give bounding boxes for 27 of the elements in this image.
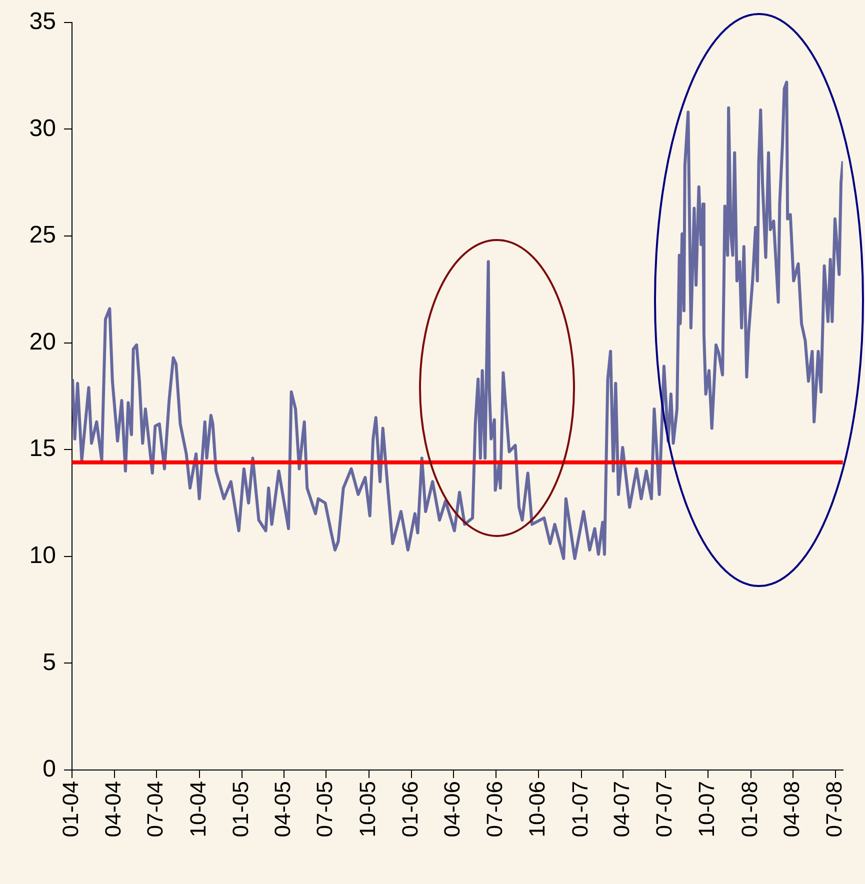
x-tick-label: 07-07 [651,781,676,838]
x-tick-label: 10-05 [354,781,380,838]
x-tick-label: 04-08 [779,781,804,838]
x-tick-label: 04-05 [270,781,295,838]
y-tick-label: 15 [29,435,56,462]
x-tick-label: 10-06 [524,781,550,838]
y-tick-label: 25 [29,222,56,249]
y-tick-label: 10 [29,542,56,570]
x-tick-label: 10-04 [185,781,210,838]
y-tick-label: 30 [29,114,56,142]
x-tick-label: 07-05 [312,781,338,838]
x-tick-label: 01-06 [398,781,423,838]
x-tick-label: 04-04 [100,781,126,838]
x-tick-label: 01-08 [736,781,762,838]
x-tick-label: 04-06 [440,781,465,838]
y-tick-label: 0 [42,756,56,783]
x-tick-label: 07-04 [142,781,168,838]
x-tick-label: 01-05 [228,781,254,838]
y-tick-label: 35 [29,8,56,36]
y-tick-label: 20 [29,328,56,356]
y-tick-label: 5 [42,648,56,676]
x-tick-label: 01-07 [567,781,592,838]
x-tick-label: 01-04 [58,781,84,838]
x-tick-label: 07-08 [822,781,846,838]
x-tick-label: 10-07 [694,781,720,838]
x-tick-label: 07-06 [482,781,507,838]
x-tick-label: 04-07 [609,781,634,838]
